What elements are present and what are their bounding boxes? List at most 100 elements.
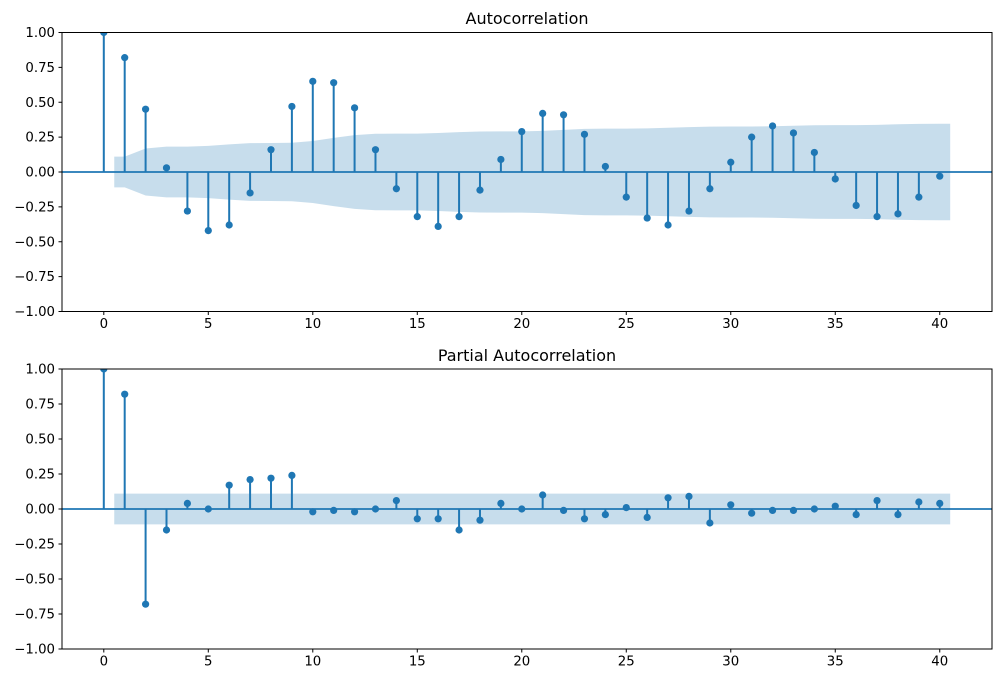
stems [102, 32, 941, 231]
x-tick-label: 35 [827, 317, 844, 332]
y-tick-label: −0.25 [14, 200, 55, 215]
marker [810, 148, 818, 157]
marker [518, 505, 526, 513]
marker [580, 515, 589, 523]
marker [622, 504, 630, 512]
marker [685, 492, 693, 500]
y-tick-label: −0.75 [14, 270, 55, 285]
marker [141, 105, 150, 113]
acf-title: Autocorrelation [466, 9, 589, 28]
x-tick-label: 30 [722, 655, 739, 670]
marker [309, 77, 317, 85]
marker [476, 186, 484, 194]
marker [497, 499, 505, 507]
y-tick-label: 1.00 [25, 26, 55, 41]
marker [727, 158, 735, 166]
y-tick-label: −1.00 [14, 305, 55, 320]
marker [664, 221, 672, 229]
marker [601, 510, 609, 519]
y-tick-label: 0.50 [25, 96, 55, 111]
acf-subplot: 0 5 10 15 20 25 30 35 40 1.00 0.75 0.50 0.25 0.00 −0.2… [14, 26, 993, 332]
marker [664, 494, 672, 502]
x-tick-label: 20 [513, 655, 530, 670]
marker [894, 510, 902, 519]
marker [225, 481, 233, 489]
marker [476, 516, 484, 524]
x-tick-label: 25 [618, 317, 635, 332]
marker [539, 109, 547, 118]
marker [100, 32, 108, 37]
marker [685, 207, 693, 215]
y-tick-label: 0.25 [25, 468, 55, 483]
marker [204, 226, 212, 235]
pacf-subplot: 0 5 10 15 20 25 30 35 40 1.00 0.75 0.50 0.25 0.00 −0.2… [14, 363, 993, 670]
marker [915, 498, 923, 506]
marker [936, 172, 944, 180]
marker [413, 515, 421, 523]
marker [559, 506, 568, 514]
y-axis: 1.00 0.75 0.50 0.25 0.00 −0.25 −0.50 −0.75 −1.00 [14, 363, 62, 658]
marker [455, 213, 463, 221]
x-tick-label: 15 [409, 655, 426, 670]
x-tick-label: 15 [409, 317, 426, 332]
marker [246, 476, 254, 484]
marker [288, 102, 296, 111]
marker [559, 111, 568, 119]
marker [162, 526, 171, 534]
marker [873, 213, 881, 221]
marker [350, 508, 359, 516]
marker [141, 600, 150, 608]
marker [643, 513, 651, 522]
marker [915, 193, 923, 201]
marker [267, 146, 275, 154]
marker [748, 133, 756, 141]
marker [288, 471, 296, 479]
x-tick-label: 25 [618, 655, 635, 670]
marker [225, 221, 233, 229]
marker [894, 210, 902, 218]
marker [831, 502, 839, 510]
marker [455, 526, 463, 534]
pacf-title: Partial Autocorrelation [438, 346, 616, 365]
x-tick-label: 0 [100, 317, 108, 332]
y-tick-label: −0.75 [14, 608, 55, 623]
y-tick-label: 0.50 [25, 433, 55, 448]
marker [873, 497, 881, 505]
x-tick-label: 5 [204, 317, 212, 332]
x-tick-label: 0 [100, 655, 108, 670]
x-tick-label: 35 [827, 655, 844, 670]
x-tick-label: 10 [304, 317, 321, 332]
marker [267, 474, 275, 482]
y-axis: 1.00 0.75 0.50 0.25 0.00 −0.25 −0.50 −0.75 −1.00 [14, 26, 62, 320]
marker [183, 499, 191, 507]
marker [789, 506, 798, 514]
pacf-plot-area [62, 369, 992, 608]
marker [121, 390, 129, 398]
acf-plot-area [62, 32, 992, 235]
marker [330, 506, 338, 514]
marker [330, 79, 338, 87]
x-axis: 0 5 10 15 20 25 30 35 40 [100, 649, 948, 670]
y-tick-label: 0.25 [25, 131, 55, 146]
x-tick-label: 10 [304, 655, 321, 670]
marker [580, 130, 589, 138]
marker [622, 193, 630, 201]
x-tick-label: 20 [513, 317, 530, 332]
y-tick-label: 0.75 [25, 398, 55, 413]
y-tick-label: −0.50 [14, 235, 55, 250]
y-tick-label: −0.25 [14, 538, 55, 553]
marker [936, 499, 944, 507]
marker [392, 185, 400, 193]
marker [706, 519, 714, 527]
marker [371, 146, 380, 154]
marker [350, 104, 359, 112]
marker [706, 185, 714, 193]
marker [183, 207, 191, 215]
marker [100, 369, 108, 373]
marker [601, 162, 609, 171]
marker [831, 175, 839, 183]
marker [371, 505, 380, 513]
marker [748, 509, 756, 517]
